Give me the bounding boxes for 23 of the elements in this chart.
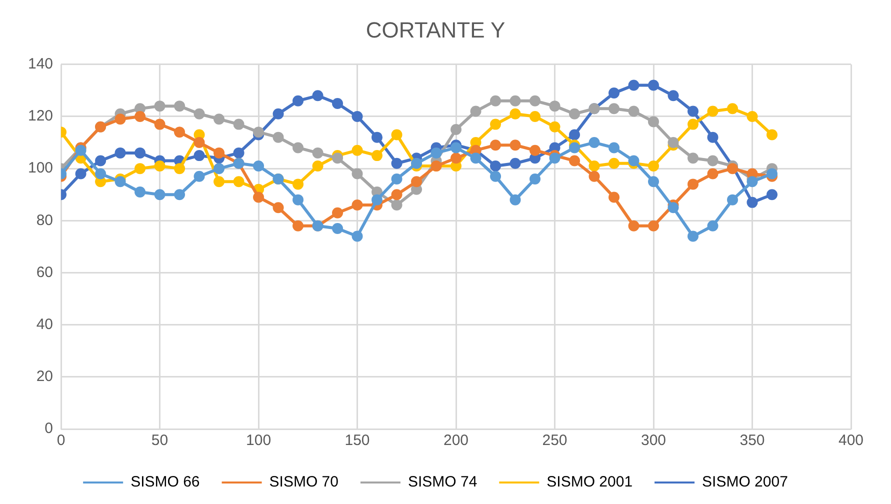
legend-label: SISMO 2007	[702, 474, 788, 491]
y-tick-label: 120	[28, 108, 54, 125]
legend-label: SISMO 66	[130, 474, 200, 491]
y-tick-label: 60	[36, 264, 54, 281]
y-tick-label: 140	[28, 56, 54, 73]
x-tick-label: 300	[640, 432, 666, 450]
legend-label: SISMO 74	[408, 474, 478, 491]
y-tick-label: 40	[36, 316, 54, 333]
chart-title: CORTANTE Y	[366, 17, 506, 42]
x-tick-label: 250	[542, 432, 568, 450]
x-tick-label: 400	[838, 432, 864, 450]
x-tick-label: 150	[344, 432, 370, 450]
x-tick-label: 200	[444, 432, 469, 450]
x-tick-label: 350	[740, 432, 765, 450]
y-tick-label: 0	[44, 420, 54, 438]
y-tick-label: 20	[36, 368, 54, 386]
legend-label: SISMO 70	[269, 474, 338, 491]
x-tick-label: 100	[246, 432, 272, 450]
x-tick-label: 50	[151, 432, 168, 450]
x-tick-label: 0	[56, 432, 66, 450]
y-tick-label: 100	[28, 160, 54, 177]
legend-label: SISMO 2001	[546, 474, 633, 491]
y-tick-label: 80	[36, 212, 54, 229]
